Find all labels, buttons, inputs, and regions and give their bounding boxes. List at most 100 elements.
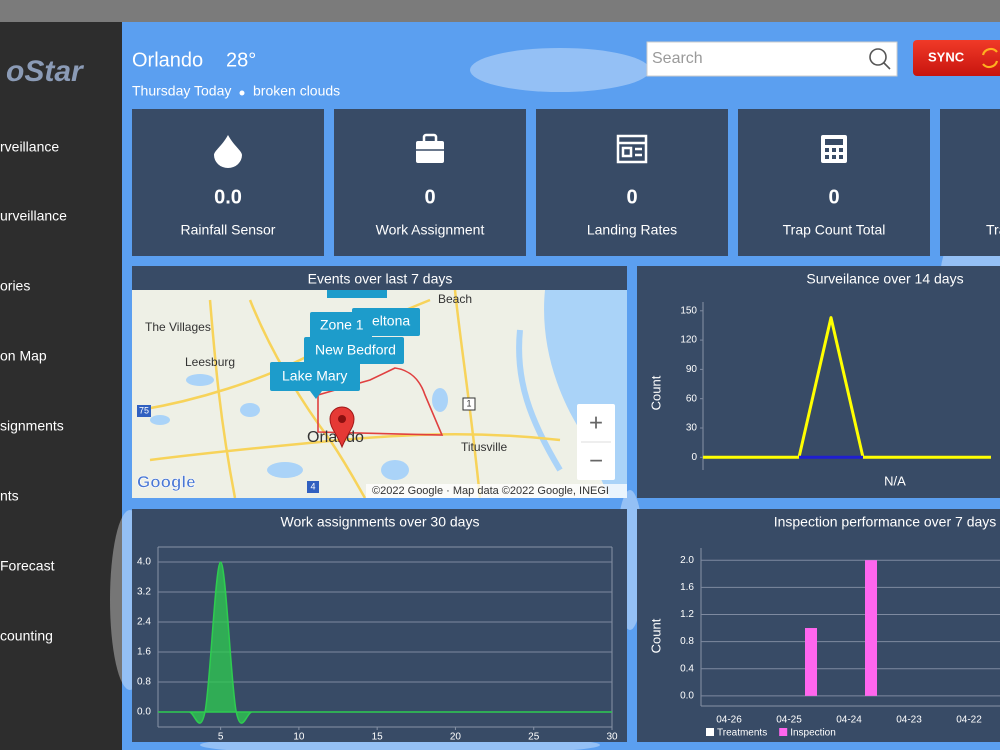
search-placeholder[interactable]: Search bbox=[652, 50, 703, 67]
road-shield: 75 bbox=[139, 405, 149, 415]
nav-item[interactable]: ories bbox=[0, 278, 30, 294]
marker-bubble[interactable] bbox=[270, 362, 360, 391]
marker-bubble[interactable] bbox=[304, 337, 404, 364]
map-attribution: ©2022 Google · Map data ©2022 Google, IN… bbox=[372, 485, 609, 497]
card[interactable] bbox=[536, 109, 728, 256]
search-icon[interactable] bbox=[869, 48, 891, 70]
legend-swatch bbox=[706, 728, 714, 736]
map-pin[interactable] bbox=[329, 406, 355, 449]
y-tick-label: 60 bbox=[686, 393, 698, 404]
y-tick-label: 90 bbox=[686, 364, 698, 375]
bar bbox=[865, 560, 877, 696]
chart-panel bbox=[637, 509, 1000, 742]
map-panel-header bbox=[132, 266, 627, 290]
card-label: Tra bbox=[986, 222, 1000, 238]
temperature: 28° bbox=[226, 49, 256, 71]
y-tick-label: 120 bbox=[680, 335, 697, 346]
y-tick-label: 0.0 bbox=[680, 690, 694, 701]
marker-bubble[interactable] bbox=[352, 308, 420, 336]
nav-item[interactable]: counting bbox=[0, 628, 53, 644]
marker-label[interactable]: New Bedford bbox=[315, 342, 396, 358]
nav-item[interactable]: on Map bbox=[0, 348, 47, 364]
card-value: 0 bbox=[626, 186, 637, 208]
nav-item[interactable]: signments bbox=[0, 418, 64, 434]
card-label: Rainfall Sensor bbox=[181, 222, 276, 238]
map-logo: Google bbox=[137, 472, 196, 491]
y-tick-label: 1.2 bbox=[680, 609, 694, 620]
card-value: 0 bbox=[828, 186, 839, 208]
nav-item[interactable]: urveillance bbox=[0, 208, 67, 224]
sync-icon[interactable] bbox=[981, 47, 999, 69]
marker-label[interactable]: eltona bbox=[372, 313, 410, 329]
marker-bubble bbox=[327, 290, 387, 298]
x-tick-label: 15 bbox=[372, 732, 384, 743]
zoom-out[interactable]: − bbox=[589, 447, 603, 474]
y-tick-label: 0.8 bbox=[137, 677, 151, 688]
legend-label: Treatments bbox=[717, 728, 767, 739]
road-shield: 4 bbox=[310, 481, 315, 491]
nav-item[interactable]: Forecast bbox=[0, 558, 55, 574]
legend-swatch bbox=[779, 728, 788, 736]
sync-button[interactable] bbox=[913, 40, 1000, 76]
marker-label[interactable]: Lake Mary bbox=[282, 368, 347, 384]
y-tick-label: 2.0 bbox=[680, 555, 694, 566]
card-value: 0 bbox=[424, 186, 435, 208]
panel-title: Events over last 7 days bbox=[308, 271, 453, 287]
map[interactable]: Beach The Villages Leesburg Orlando Titu… bbox=[132, 290, 627, 498]
sync-label[interactable]: SYNC bbox=[928, 49, 965, 64]
y-tick-label: 30 bbox=[686, 423, 698, 434]
card-value: 0.0 bbox=[214, 186, 242, 208]
search-box[interactable] bbox=[646, 41, 898, 77]
calculator-icon bbox=[821, 135, 847, 163]
y-tick-label: 4.0 bbox=[137, 557, 151, 568]
zoom-in[interactable]: + bbox=[589, 409, 603, 436]
chart-panel bbox=[637, 266, 1000, 498]
x-tick-label: 30 bbox=[606, 732, 618, 743]
nav-item[interactable]: rveillance bbox=[0, 139, 59, 155]
y-tick-label: 0.0 bbox=[137, 707, 151, 718]
x-tick-label: 20 bbox=[450, 732, 462, 743]
y-tick-label: 0 bbox=[691, 452, 697, 463]
card[interactable] bbox=[334, 109, 526, 256]
place-label: The Villages bbox=[145, 320, 211, 334]
separator-dot bbox=[239, 90, 245, 96]
nav-item[interactable]: nts bbox=[0, 488, 19, 504]
line-series bbox=[703, 316, 991, 459]
card[interactable] bbox=[738, 109, 930, 256]
road-shield: 1 bbox=[466, 398, 471, 408]
landing-icon bbox=[616, 134, 648, 164]
briefcase-icon bbox=[416, 133, 444, 163]
place-label: Titusville bbox=[461, 440, 508, 454]
x-tick-label: 25 bbox=[528, 732, 540, 743]
y-axis-label: Count bbox=[648, 375, 663, 410]
x-tick-label: 04-26 bbox=[716, 715, 742, 726]
sidebar bbox=[0, 22, 122, 750]
x-tick-label: 04-24 bbox=[836, 715, 862, 726]
legend-label: Inspection bbox=[790, 728, 836, 739]
bar bbox=[805, 628, 817, 696]
x-tick-label: 04-25 bbox=[776, 715, 802, 726]
logo: oStar bbox=[6, 55, 85, 88]
cards bbox=[132, 109, 1000, 256]
panel-title: Surveilance over 14 days bbox=[806, 271, 963, 287]
marker-label[interactable]: Zone 1 bbox=[320, 317, 364, 333]
window-bar bbox=[0, 0, 1000, 22]
y-tick-label: 0.8 bbox=[680, 636, 694, 647]
city: Orlando bbox=[132, 49, 203, 71]
x-tick-label: 04-23 bbox=[896, 715, 922, 726]
place-label: Leesburg bbox=[185, 355, 235, 369]
y-tick-label: 0.4 bbox=[680, 663, 694, 674]
place-label: Orlando bbox=[307, 429, 364, 446]
day: Thursday Today bbox=[132, 83, 231, 99]
x-tick-label: 04-22 bbox=[956, 715, 982, 726]
y-tick-label: 1.6 bbox=[680, 582, 694, 593]
card[interactable] bbox=[940, 109, 1000, 256]
x-tick-label: N/A bbox=[884, 473, 906, 488]
x-tick-label: 10 bbox=[293, 732, 305, 743]
card[interactable] bbox=[132, 109, 324, 256]
card-label: Work Assignment bbox=[376, 222, 485, 238]
y-tick-label: 150 bbox=[680, 305, 697, 316]
rain-icon bbox=[214, 135, 242, 168]
y-tick-label: 2.4 bbox=[137, 617, 151, 628]
